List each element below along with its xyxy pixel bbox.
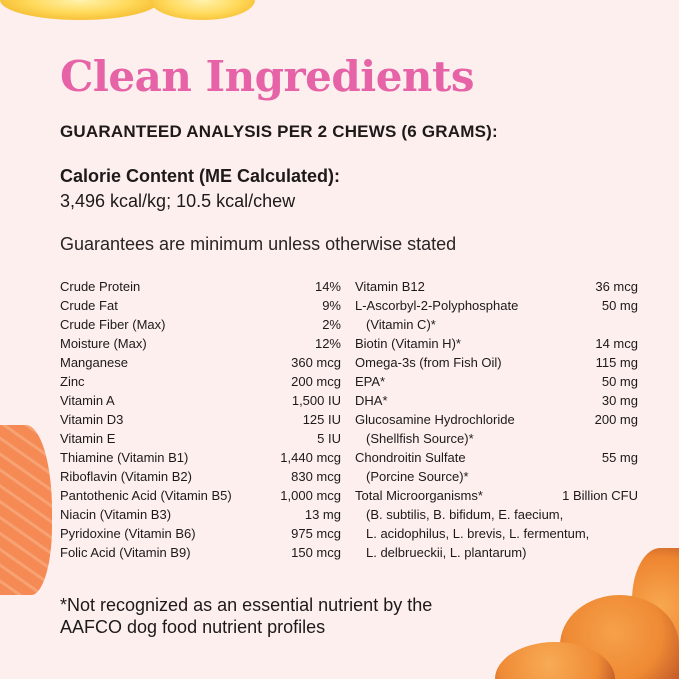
nutrient-name: DHA* xyxy=(355,393,388,408)
nutrient-value: 150 mcg xyxy=(291,545,341,560)
calorie-label: Calorie Content (ME Calculated): xyxy=(60,166,341,186)
nutrient-note: (Vitamin C)* xyxy=(366,317,436,332)
nutrient-name: Vitamin E xyxy=(60,431,116,446)
nutrient-value: 1,500 IU xyxy=(291,393,341,408)
nutrient-note: (B. subtilis, B. bifidum, E. faecium, xyxy=(366,507,564,522)
nutrient-name: Biotin (Vitamin H)* xyxy=(355,336,461,351)
nutrient-name: Pantothenic Acid (Vitamin B5) xyxy=(60,488,232,503)
nutrient-value: 1,000 mcg xyxy=(280,488,341,503)
nutrient-value: 14 mcg xyxy=(595,336,638,351)
nutrient-name: Crude Fiber (Max) xyxy=(60,317,166,332)
nutrient-value: 14% xyxy=(314,279,341,294)
nutrient-row: Zinc 200 mcg xyxy=(60,372,341,391)
nutrient-name: Riboflavin (Vitamin B2) xyxy=(60,469,192,484)
nutrient-row: Vitamin B12 36 mcg xyxy=(355,277,638,296)
footnote-line: *Not recognized as an essential nutrient… xyxy=(60,595,433,615)
nutrient-name: Vitamin A xyxy=(60,393,115,408)
nutrient-row: Total Microorganisms* 1 Billion CFU xyxy=(355,486,638,505)
nutrient-row: Omega-3s (from Fish Oil) 115 mg xyxy=(355,353,638,372)
nutrient-note: (Porcine Source)* xyxy=(366,469,469,484)
nutrient-row: DHA* 30 mg xyxy=(355,391,638,410)
calorie-value: 3,496 kcal/kg; 10.5 kcal/chew xyxy=(60,191,296,211)
analysis-heading: GUARANTEED ANALYSIS PER 2 CHEWS (6 GRAMS… xyxy=(60,122,498,141)
nutrient-name: Glucosamine Hydrochloride xyxy=(355,412,515,427)
nutrient-name: Folic Acid (Vitamin B9) xyxy=(60,545,191,560)
footnote-line: AAFCO dog food nutrient profiles xyxy=(60,617,326,637)
nutrient-row: Thiamine (Vitamin B1) 1,440 mcg xyxy=(60,448,341,467)
nutrient-row: Pantothenic Acid (Vitamin B5) 1,000 mcg xyxy=(60,486,341,505)
nutrient-value: 200 mg xyxy=(594,412,638,427)
nutrient-name: Chondroitin Sulfate xyxy=(355,450,466,465)
nutrient-value: 1 Billion CFU xyxy=(562,488,638,503)
nutrient-note: L. delbrueckii, L. plantarum) xyxy=(366,545,527,560)
nutrient-value: 36 mcg xyxy=(595,279,638,294)
nutrient-value: 1,440 mcg xyxy=(280,450,341,465)
nutrient-name: Omega-3s (from Fish Oil) xyxy=(355,355,502,370)
nutrient-row: Manganese 360 mcg xyxy=(60,353,341,372)
nutrient-note: L. acidophilus, L. brevis, L. fermentum, xyxy=(366,526,590,541)
lemon-slice-image xyxy=(150,0,255,20)
nutrient-value: 115 mg xyxy=(595,355,638,370)
nutrient-value: 5 IU xyxy=(317,431,341,446)
nutrient-row: Pyridoxine (Vitamin B6) 975 mcg xyxy=(60,524,341,543)
nutrient-value: 2% xyxy=(322,317,341,332)
nutrient-name: Moisture (Max) xyxy=(60,336,147,351)
nutrient-row: Folic Acid (Vitamin B9) 150 mcg xyxy=(60,543,341,562)
nutrient-name: L-Ascorbyl-2-Polyphosphate xyxy=(355,298,519,313)
nutrient-name: Pyridoxine (Vitamin B6) xyxy=(60,526,196,541)
salmon-image xyxy=(0,425,52,595)
footnote: *Not recognized as an essential nutrient… xyxy=(60,594,432,638)
nutrient-value: 30 mg xyxy=(601,393,638,408)
nutrient-name: Crude Protein xyxy=(60,279,141,294)
guarantees-note: Guarantees are minimum unless otherwise … xyxy=(60,234,457,254)
nutrient-row: Chondroitin Sulfate 55 mg xyxy=(355,448,638,467)
nutrient-name: Thiamine (Vitamin B1) xyxy=(60,450,189,465)
nutrient-row: Crude Fat 9% xyxy=(60,296,341,315)
nutrient-value: 830 mcg xyxy=(291,469,341,484)
nutrient-row: Vitamin D3 125 IU xyxy=(60,410,341,429)
nutrient-name: Total Microorganisms* xyxy=(355,488,483,503)
nutrient-name: Zinc xyxy=(60,374,85,389)
nutrient-row: Vitamin E 5 IU xyxy=(60,429,341,448)
nutrient-row: Crude Fiber (Max) 2% xyxy=(60,315,341,334)
nutrient-value: 200 mcg xyxy=(291,374,341,389)
nutrient-note: (Shellfish Source)* xyxy=(366,431,474,446)
nutrient-value: 50 mg xyxy=(601,298,638,313)
nutrient-row: Vitamin A 1,500 IU xyxy=(60,391,341,410)
nutrient-name: Crude Fat xyxy=(60,298,118,313)
nutrient-list-left: Crude Protein 14% Crude Fat 9% Crude Fiber (… xyxy=(60,277,341,562)
nutrient-value: 975 mcg xyxy=(291,526,341,541)
nutrient-value: 55 mg xyxy=(601,450,638,465)
nutrient-row: Biotin (Vitamin H)* 14 mcg xyxy=(355,334,638,353)
nutrient-value: 12% xyxy=(314,336,341,351)
lemon-slice-image xyxy=(0,0,160,20)
nutrient-name: Vitamin B12 xyxy=(355,279,425,294)
nutrient-name: EPA* xyxy=(355,374,386,389)
nutrient-row: Moisture (Max) 12% xyxy=(60,334,341,353)
nutrient-row: Riboflavin (Vitamin B2) 830 mcg xyxy=(60,467,341,486)
nutrient-name: Vitamin D3 xyxy=(60,412,124,427)
nutrient-row: EPA* 50 mg xyxy=(355,372,638,391)
nutrient-name: Manganese xyxy=(60,355,128,370)
nutrient-value: 13 mg xyxy=(304,507,341,522)
page-title: Clean Ingredients xyxy=(60,52,475,101)
nutrient-name: Niacin (Vitamin B3) xyxy=(60,507,172,522)
nutrient-value: 50 mg xyxy=(601,374,638,389)
nutrient-row: L-Ascorbyl-2-Polyphosphate 50 mg xyxy=(355,296,638,315)
nutrient-value: 9% xyxy=(322,298,341,313)
nutrient-row: Glucosamine Hydrochloride 200 mg xyxy=(355,410,638,429)
nutrient-row: Crude Protein 14% xyxy=(60,277,341,296)
nutrient-value: 360 mcg xyxy=(291,355,341,370)
nutrient-value: 125 IU xyxy=(302,412,341,427)
nutrient-row: Niacin (Vitamin B3) 13 mg xyxy=(60,505,341,524)
nutrient-list-right: Vitamin B12 36 mcg L-Ascorbyl-2-Polyphosph… xyxy=(355,277,638,562)
